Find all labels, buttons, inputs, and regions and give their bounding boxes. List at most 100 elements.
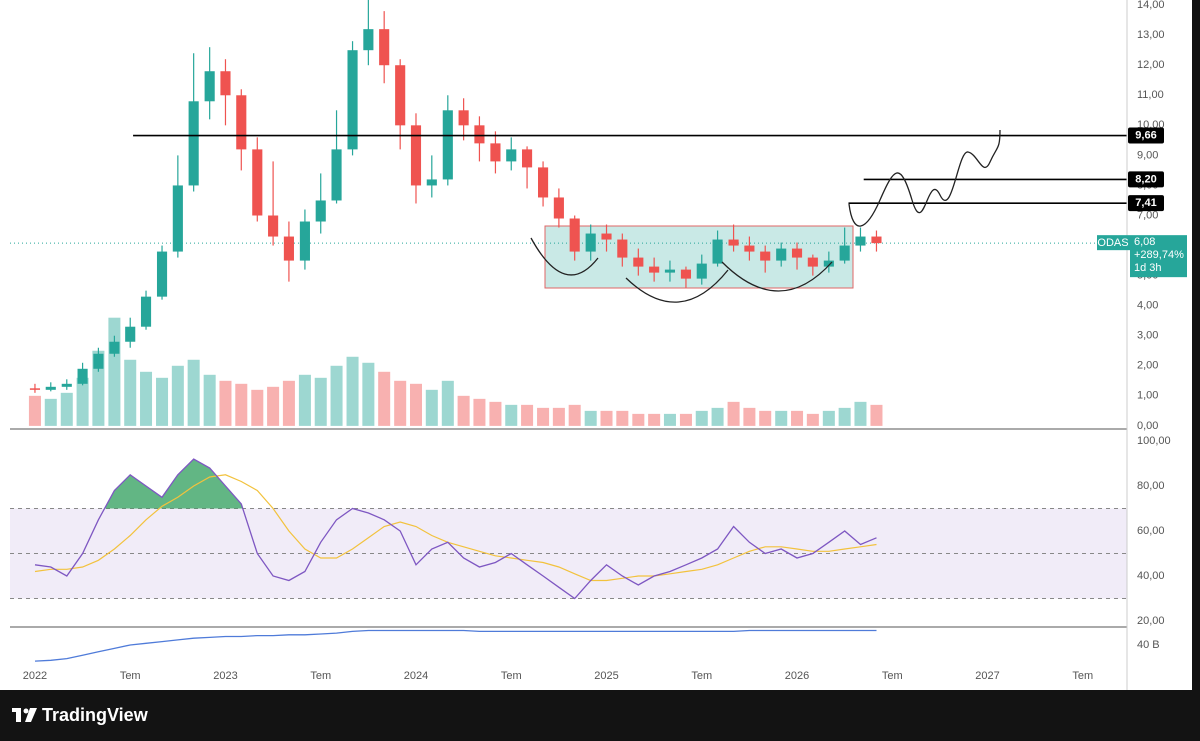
- candle-body: [236, 95, 247, 150]
- volume-bar: [187, 359, 200, 426]
- x-tick-label: 2026: [785, 670, 809, 682]
- volume-bar: [282, 380, 295, 426]
- candle-body: [172, 185, 183, 252]
- volume-bar: [44, 398, 57, 426]
- x-tick-label: Tem: [1072, 670, 1093, 682]
- candle-body: [664, 269, 676, 273]
- volume-bar: [727, 401, 740, 426]
- rsi-ma-line: [34, 474, 877, 582]
- candle-body: [776, 248, 787, 261]
- price-box: [1130, 235, 1187, 278]
- cup-arc: [721, 261, 833, 292]
- candle-body: [395, 65, 406, 126]
- candle-body: [823, 260, 834, 267]
- candle-body: [791, 248, 803, 258]
- volume-bar: [457, 395, 470, 426]
- candle-body: [871, 236, 882, 244]
- volume-bar: [60, 392, 73, 426]
- candle-body: [807, 257, 818, 267]
- candle-body: [29, 388, 41, 390]
- logo-part: [23, 708, 29, 714]
- candle-body: [77, 368, 88, 384]
- level-label-box: [1128, 195, 1164, 212]
- volume-bar: [156, 377, 169, 426]
- volume-bar: [838, 407, 851, 426]
- candle-body: [680, 269, 692, 279]
- volume-bar: [330, 365, 343, 426]
- volume-bar: [648, 413, 661, 426]
- volume-bar: [759, 410, 772, 426]
- candle-body: [585, 233, 596, 252]
- volume-bar: [775, 410, 788, 426]
- y-tick-label: 80,00: [1137, 480, 1165, 492]
- candle-body: [728, 239, 739, 246]
- countdown: 1d 3h: [1134, 262, 1162, 274]
- volume-bar: [822, 410, 835, 426]
- volume-bar: [378, 371, 391, 426]
- front-layer: 2022 Tem 2023 Tem 2024 Tem 2025 Tem 2026 Tem 2027 T…: [23, 0, 1187, 682]
- volume-bar: [203, 374, 216, 426]
- x-tick-label: Tem: [882, 670, 903, 682]
- footer: [0, 690, 1200, 741]
- x-tick-label: 2027: [975, 670, 999, 682]
- volume-bar: [171, 365, 184, 426]
- y-tick-label: 13,00: [1137, 29, 1165, 41]
- candle-body: [220, 71, 231, 96]
- candle-body: [347, 50, 358, 150]
- volume-bar: [362, 362, 375, 426]
- symbol-box: [1097, 235, 1130, 251]
- y-tick-label: 9,00: [1137, 149, 1158, 161]
- logo: [12, 708, 37, 722]
- volume-bar: [663, 413, 676, 426]
- drawings: [530, 129, 1001, 303]
- edge: [1192, 0, 1200, 741]
- volume-bar: [346, 356, 359, 426]
- volume-bar: [521, 404, 534, 426]
- candle-body: [125, 326, 136, 342]
- x-tick-label: 2025: [594, 670, 618, 682]
- y-tick-label: 12,00: [1137, 59, 1165, 71]
- candle-body: [601, 233, 612, 240]
- y-tick-label: 11,00: [1137, 89, 1164, 101]
- candle-body: [379, 29, 390, 66]
- cup-arc: [625, 269, 729, 303]
- projection-path: [848, 129, 1001, 227]
- candle-body: [553, 197, 564, 219]
- volume-bar: [505, 404, 518, 426]
- volume-bar: [552, 407, 565, 426]
- y-tick-label: 0,00: [1137, 420, 1158, 432]
- candle-body: [61, 383, 72, 387]
- volume-bar: [28, 395, 41, 426]
- candle-body: [490, 143, 501, 162]
- candle-body: [633, 257, 644, 267]
- volume-bar: [314, 377, 327, 426]
- y-tick-label: 40,00: [1137, 570, 1165, 582]
- candle-body: [315, 200, 326, 222]
- change-label: +289,74%: [1134, 249, 1184, 261]
- candle-body: [45, 386, 56, 390]
- volume-bar: [140, 371, 153, 426]
- volume-bar: [267, 386, 280, 426]
- rsi-band: [10, 508, 1127, 599]
- volume-bar: [219, 380, 232, 426]
- y-tick-label: 60,00: [1137, 525, 1165, 537]
- candle-body: [188, 101, 199, 186]
- candle-body: [458, 110, 469, 126]
- last-price-label: 6,08: [1134, 236, 1155, 248]
- y-tick-label: 14,00: [1137, 0, 1165, 11]
- brand: TradingView: [42, 705, 149, 725]
- candle-body: [426, 179, 437, 186]
- logo-part: [25, 708, 37, 722]
- y-tick-label: 7,00: [1137, 209, 1158, 221]
- candle-body: [839, 245, 850, 261]
- candle-body: [156, 251, 168, 297]
- x-tick-label: 2023: [213, 670, 237, 682]
- volume-bar: [235, 383, 248, 426]
- volume-bar: [568, 404, 581, 426]
- candle-body: [252, 149, 263, 216]
- candle-body: [410, 125, 422, 186]
- candle-body: [538, 167, 549, 198]
- candle-body: [331, 149, 342, 201]
- volume-bar: [616, 410, 629, 426]
